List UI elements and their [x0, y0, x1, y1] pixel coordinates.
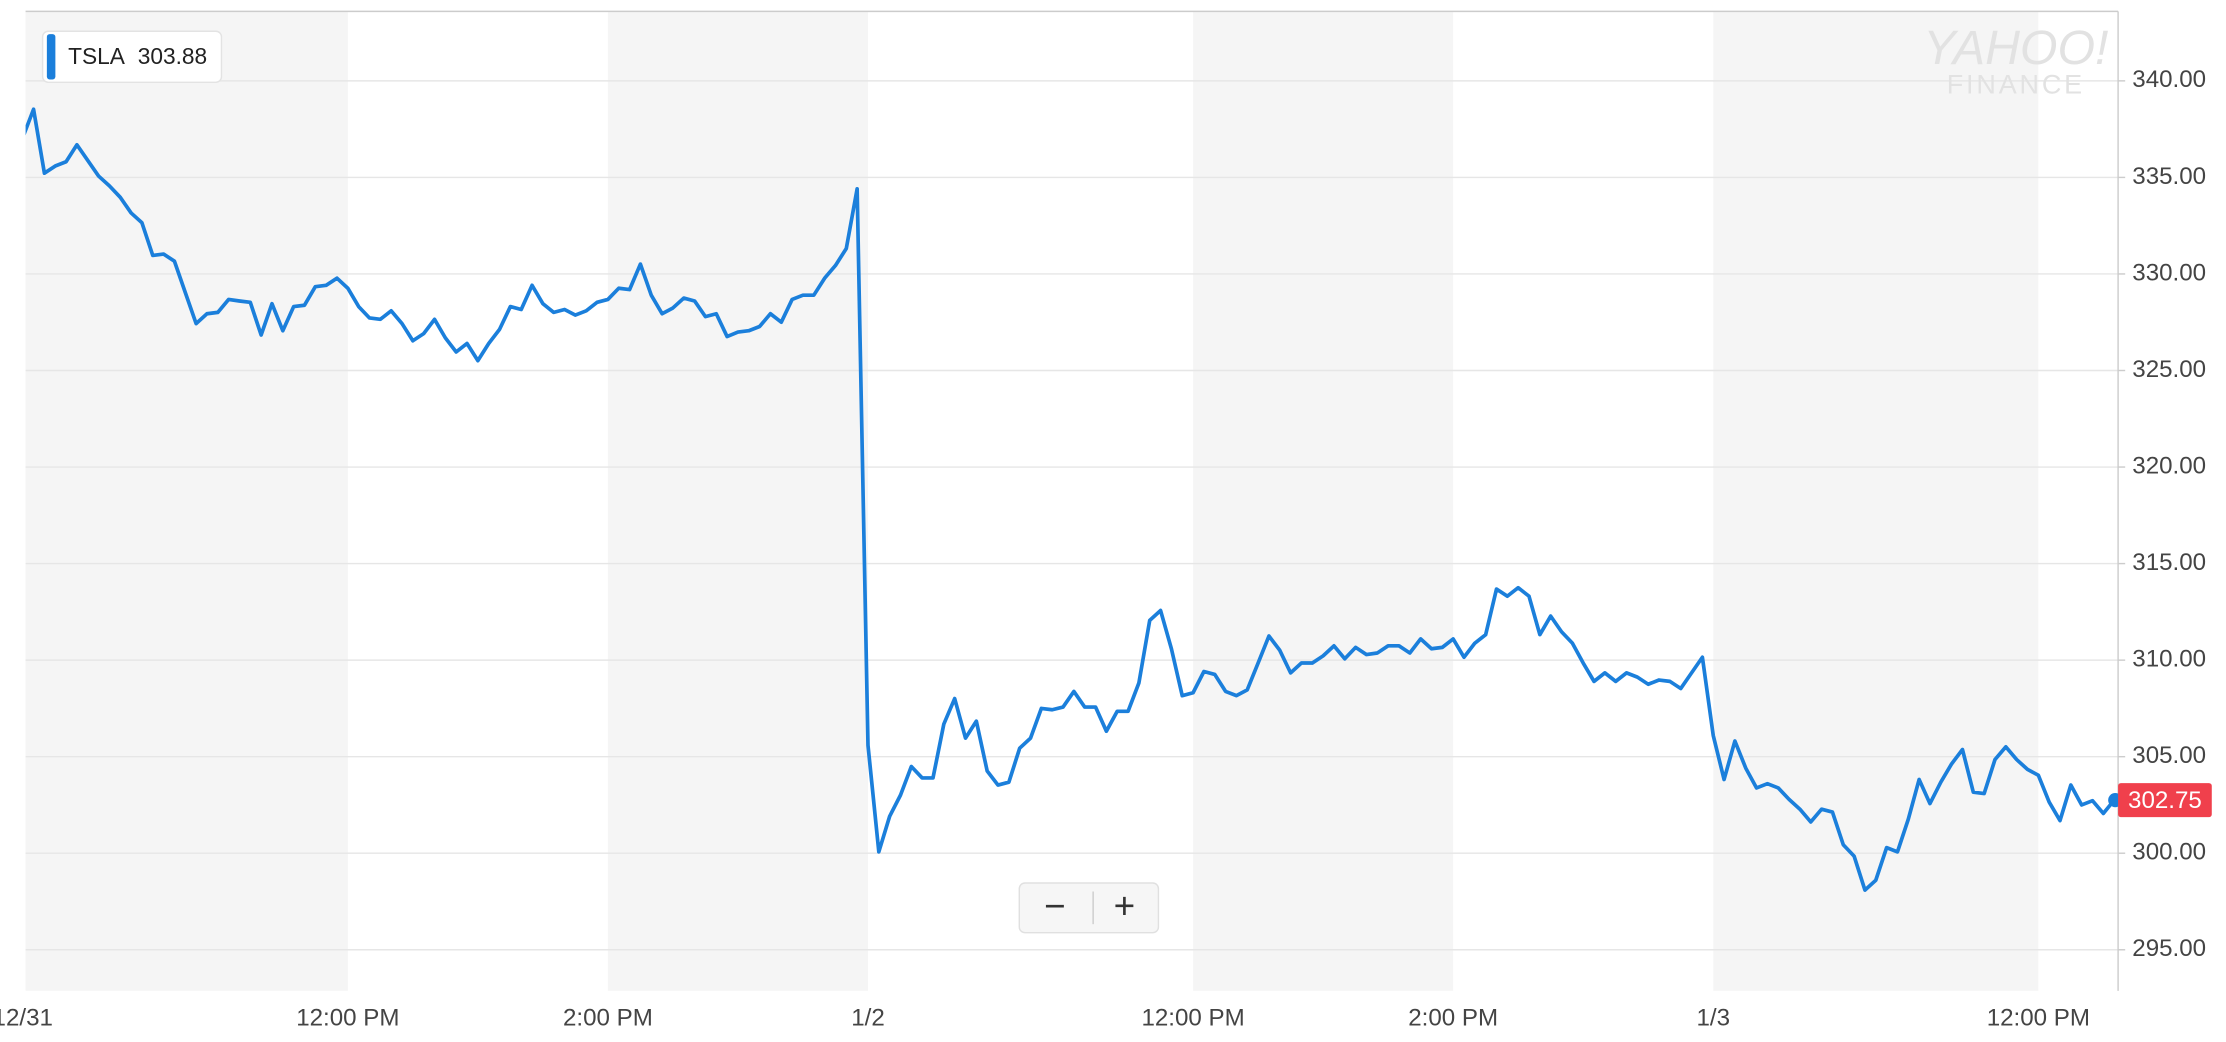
x-tick-label: 12:00 PM: [296, 1005, 399, 1032]
legend-quote: 303.88: [138, 43, 207, 69]
price-line: [25, 107, 2116, 892]
x-tick-label: 1/2: [851, 1005, 885, 1032]
y-tick-label: 295.00: [2132, 935, 2206, 962]
y-tick-label: 310.00: [2132, 646, 2206, 673]
y-tick-label: 335.00: [2132, 163, 2206, 190]
y-tick-label: 340.00: [2132, 66, 2206, 93]
x-tick-label: 12/31: [0, 1005, 53, 1032]
last-price-box: [2118, 783, 2212, 818]
zoom-box: [1018, 882, 1160, 934]
zoom-controls: − +: [1018, 882, 1160, 934]
watermark: YAHOO!: [1923, 21, 2108, 75]
session-bands: [25, 11, 2039, 991]
shade-band: [25, 11, 348, 991]
y-tick-label: 315.00: [2132, 549, 2206, 576]
shade-band: [1713, 11, 2039, 991]
y-tick-label: 300.00: [2132, 839, 2206, 866]
legend-box: [41, 30, 223, 84]
shade-band: [607, 11, 868, 991]
legend-name: TSLA: [68, 43, 126, 69]
x-tick-label: 1/3: [1696, 1005, 1730, 1032]
watermark: FINANCE: [1947, 70, 2085, 100]
x-tick-label: 12:00 PM: [1987, 1005, 2090, 1032]
legend-swatch: [46, 34, 56, 80]
last-price-label: 302.75: [2128, 787, 2202, 814]
legend: TSLA 303.88: [41, 30, 223, 84]
grid: [25, 80, 2119, 951]
zoom-out-button[interactable]: −: [1044, 885, 1066, 926]
zoom-in-button[interactable]: +: [1114, 885, 1136, 926]
y-tick-label: 305.00: [2132, 742, 2206, 769]
x-tick-label: 12:00 PM: [1141, 1005, 1244, 1032]
y-tick-label: 320.00: [2132, 452, 2206, 479]
y-tick-label: 330.00: [2132, 259, 2206, 286]
x-tick-label: 2:00 PM: [1408, 1005, 1498, 1032]
shade-band: [1193, 11, 1454, 991]
x-tick-label: 2:00 PM: [563, 1005, 653, 1032]
y-tick-label: 325.00: [2132, 356, 2206, 383]
plot: [25, 107, 2116, 892]
axes: 12/31 12:00 PM 2:00 PM 1/2 12:00 PM 2:00 PM 1/…: [0, 66, 2212, 1032]
